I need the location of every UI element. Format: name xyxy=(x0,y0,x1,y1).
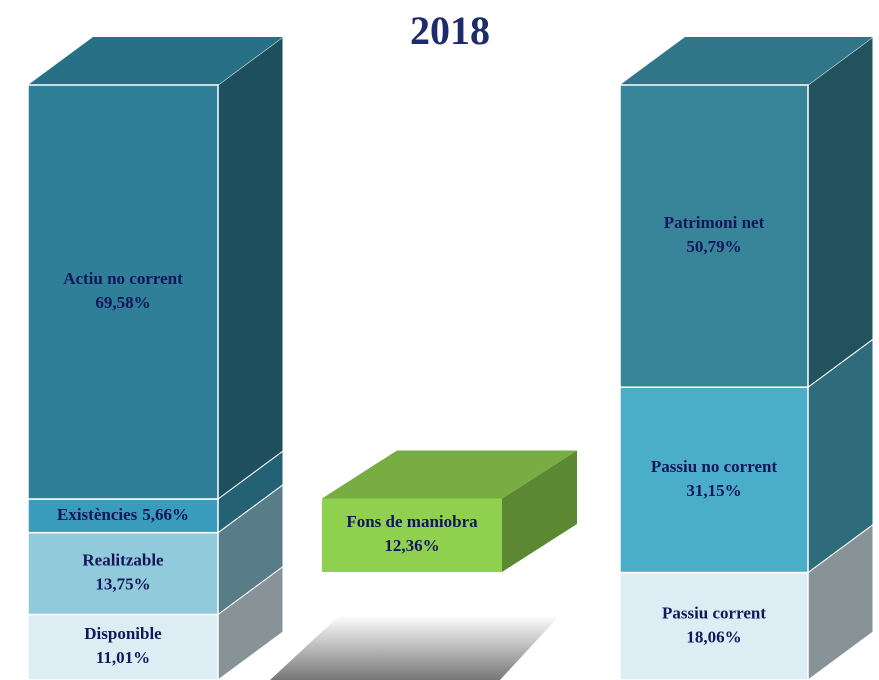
segment-name: Passiu corrent xyxy=(662,603,766,622)
bar-top xyxy=(28,37,283,85)
chart-title: 2018 xyxy=(410,8,490,53)
fund xyxy=(322,498,502,572)
segment-side xyxy=(807,36,874,389)
fund-side xyxy=(502,450,577,572)
segment xyxy=(619,84,809,388)
segment-label: Fons de maniobra 12,36% xyxy=(346,512,478,555)
segment-label: Disponible 11,01% xyxy=(84,624,162,667)
segment-label: Passiu corrent 18,06% xyxy=(662,603,766,646)
shadow xyxy=(270,615,560,680)
segment-value: 5,66% xyxy=(142,505,189,524)
segment-value: 50,79% xyxy=(686,237,741,256)
segment-side xyxy=(217,36,284,500)
segment-name: Realitzable xyxy=(82,550,164,569)
segment-label: Realitzable 13,75% xyxy=(82,550,164,593)
segment-value: 12,36% xyxy=(384,536,439,555)
segment xyxy=(27,531,219,616)
segment-value: 11,01% xyxy=(96,648,150,667)
segment xyxy=(27,613,219,680)
segment-name: Passiu no corrent xyxy=(651,457,778,476)
bar-top xyxy=(620,37,873,85)
segment-label: Existències 5,66% xyxy=(57,505,189,524)
segment xyxy=(619,386,809,574)
segment xyxy=(27,84,219,500)
segment-name: Patrimoni net xyxy=(664,213,765,232)
segment-value: 13,75% xyxy=(95,574,150,593)
segment-value: 18,06% xyxy=(686,627,741,646)
fund-top xyxy=(322,450,577,499)
segment-label: Patrimoni net 50,79% xyxy=(664,213,765,256)
segment-name: Actiu no corrent xyxy=(63,269,183,288)
segment-label: Passiu no corrent 31,15% xyxy=(651,457,778,500)
segment-name: Existències xyxy=(57,505,138,524)
segment xyxy=(27,498,219,534)
segment-name: Disponible xyxy=(84,624,162,643)
segment-value: 69,58% xyxy=(95,293,150,312)
segment-value: 31,15% xyxy=(686,481,741,500)
segment-label: Actiu no corrent 69,58% xyxy=(63,269,183,312)
segment-name: Fons de maniobra xyxy=(346,512,478,531)
